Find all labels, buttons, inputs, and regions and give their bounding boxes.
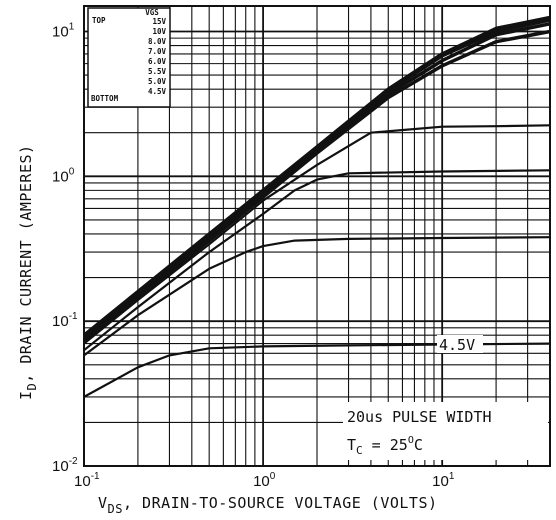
y-tick-base: 10	[52, 168, 69, 185]
legend-header-left: TOP	[92, 16, 106, 25]
case-temp-value: = 25	[363, 436, 408, 454]
y-tick-base: 10	[52, 458, 69, 475]
y-tick-exponent: -1	[69, 311, 78, 322]
y-tick-label: 10-2	[52, 456, 78, 475]
x-tick-base: 10	[432, 473, 449, 490]
annotation-bg	[343, 402, 548, 460]
curve-5-5v	[83, 169, 551, 352]
curve-6-0v	[83, 124, 551, 345]
y-axis-subscript: D	[25, 383, 39, 391]
y-tick-exponent: -2	[69, 456, 78, 467]
x-tick-exponent: -1	[91, 471, 100, 482]
x-tick-base: 10	[253, 473, 270, 490]
legend-header-right: VGS	[145, 8, 159, 17]
curve-10v	[82, 18, 551, 339]
x-tick-exponent: 1	[449, 471, 455, 482]
curve-label-4-5v: 4.5V	[439, 336, 475, 354]
y-tick-base: 10	[52, 24, 69, 41]
y-axis-text: , DRAIN CURRENT (AMPERES)	[17, 144, 35, 382]
x-axis-text: , DRAIN-TO-SOURCE VOLTAGE (VOLTS)	[123, 494, 438, 512]
y-axis-symbol: I	[17, 390, 35, 400]
y-tick-label: 101	[52, 22, 75, 41]
case-temp-unit: C	[414, 436, 423, 454]
x-tick-label: 101	[432, 471, 455, 490]
curve-7-0v	[82, 29, 551, 344]
case-temp-symbol: T	[347, 436, 356, 454]
case-temp-subscript: C	[356, 444, 363, 457]
y-tick-label: 100	[52, 166, 75, 185]
legend-row-7-0v: 7.0V	[148, 47, 167, 56]
x-tick-exponent: 0	[270, 471, 276, 482]
legend-row-8-0v: 8.0V	[148, 37, 167, 46]
legend-row-4-5v: 4.5V	[148, 87, 167, 96]
curve-label-bg	[437, 335, 483, 353]
x-axis-symbol: V	[98, 494, 108, 512]
y-tick-label: 10-1	[52, 311, 78, 330]
pulse-width-note: 20us PULSE WIDTH	[347, 408, 492, 426]
x-tick-base: 10	[74, 473, 91, 490]
data-curves	[82, 15, 551, 398]
curve-4-5v	[83, 342, 551, 398]
curve-5-0v	[83, 236, 551, 357]
legend-row-5-0v: 5.0V	[148, 77, 167, 86]
x-tick-label: 10-1	[74, 471, 100, 490]
y-tick-exponent: 0	[69, 166, 75, 177]
x-axis-label: VDS, DRAIN-TO-SOURCE VOLTAGE (VOLTS)	[98, 494, 438, 516]
legend-row-6-0v: 6.0V	[148, 57, 167, 66]
case-temp-note: TC = 25OC	[347, 435, 423, 457]
x-tick-label: 100	[253, 471, 276, 490]
x-axis-subscript: DS	[108, 502, 123, 516]
y-tick-base: 10	[52, 313, 69, 330]
y-tick-exponent: 1	[69, 22, 75, 33]
legend-row-10v: 10V	[152, 27, 166, 36]
y-axis-label: ID, DRAIN CURRENT (AMPERES)	[17, 144, 39, 400]
case-temp-degree: O	[408, 435, 414, 446]
legend-row-15v: 15V	[152, 17, 166, 26]
legend-row-5-5v: 5.5V	[148, 67, 167, 76]
legend-bottom-label: BOTTOM	[91, 94, 119, 103]
plot-frame	[83, 5, 551, 467]
x-tick-labels: 10-1 100 101	[74, 471, 455, 490]
legend-box	[87, 7, 171, 108]
